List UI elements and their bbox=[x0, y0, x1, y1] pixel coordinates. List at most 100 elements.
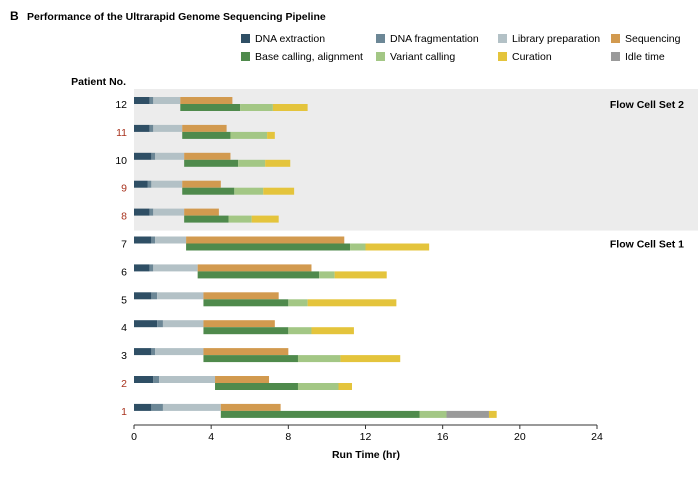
bar-p5-dna_extraction bbox=[134, 292, 152, 300]
bar-p10-sequencing bbox=[184, 152, 231, 160]
bar-p10-dna_extraction bbox=[134, 152, 152, 160]
bar-p4-base_calling bbox=[203, 327, 289, 335]
bar-p1-base_calling bbox=[220, 410, 420, 418]
patient-label-4: 4 bbox=[121, 322, 127, 334]
bar-p4-dna_extraction bbox=[134, 320, 158, 328]
bar-p11-dna_fragmentation bbox=[149, 124, 154, 132]
bar-p11-variant_calling bbox=[230, 131, 268, 139]
bar-p6-dna_fragmentation bbox=[149, 264, 154, 272]
bar-p5-base_calling bbox=[203, 299, 289, 307]
bar-p9-library_preparation bbox=[151, 180, 183, 188]
bar-p1-curation bbox=[488, 410, 497, 418]
bar-p7-dna_extraction bbox=[134, 236, 152, 244]
patient-label-12: 12 bbox=[115, 99, 127, 111]
legend-label-library_preparation: Library preparation bbox=[512, 33, 600, 45]
bar-p11-curation bbox=[267, 131, 275, 139]
legend-label-idle_time: Idle time bbox=[625, 51, 665, 63]
legend-label-dna_fragmentation: DNA fragmentation bbox=[390, 33, 479, 45]
x-tick-label: 16 bbox=[437, 431, 449, 443]
bar-p12-sequencing bbox=[180, 97, 233, 104]
bar-p5-dna_fragmentation bbox=[151, 292, 158, 300]
x-axis-label: Run Time (hr) bbox=[332, 449, 400, 461]
bar-p3-dna_extraction bbox=[134, 348, 152, 356]
x-tick-label: 8 bbox=[285, 431, 291, 443]
bar-p3-sequencing bbox=[203, 348, 289, 356]
bar-p8-base_calling bbox=[184, 215, 229, 223]
bar-p8-sequencing bbox=[184, 208, 219, 216]
bar-p3-library_preparation bbox=[155, 348, 204, 356]
bar-p6-dna_extraction bbox=[134, 264, 150, 272]
bar-p1-dna_extraction bbox=[134, 403, 152, 411]
patient-label-9: 9 bbox=[121, 183, 127, 195]
bar-p12-dna_fragmentation bbox=[149, 97, 154, 104]
bar-p12-variant_calling bbox=[240, 104, 273, 111]
legend-label-dna_extraction: DNA extraction bbox=[255, 33, 325, 45]
group-label-2: Flow Cell Set 1 bbox=[610, 239, 684, 251]
bar-p9-dna_fragmentation bbox=[147, 180, 152, 188]
bar-p1-library_preparation bbox=[162, 403, 221, 411]
bar-p11-library_preparation bbox=[153, 124, 183, 132]
patient-label-10: 10 bbox=[115, 155, 127, 167]
legend-swatch-dna_extraction bbox=[241, 34, 250, 43]
legend-label-base_calling: Base calling, alignment bbox=[255, 51, 363, 63]
bar-p7-base_calling bbox=[186, 243, 351, 251]
bar-p5-sequencing bbox=[203, 292, 279, 300]
bar-p5-library_preparation bbox=[157, 292, 204, 300]
bar-p6-base_calling bbox=[197, 271, 320, 279]
bar-p7-library_preparation bbox=[155, 236, 187, 244]
bar-p9-variant_calling bbox=[234, 187, 264, 195]
patient-label-1: 1 bbox=[121, 406, 127, 418]
x-tick-label: 12 bbox=[360, 431, 372, 443]
bar-p11-base_calling bbox=[182, 131, 231, 139]
legend-swatch-sequencing bbox=[611, 34, 620, 43]
patient-label-7: 7 bbox=[121, 239, 127, 251]
panel-letter: B bbox=[10, 9, 19, 23]
patient-label-2: 2 bbox=[121, 378, 127, 390]
bar-p12-library_preparation bbox=[153, 97, 181, 104]
bar-p8-curation bbox=[251, 215, 279, 223]
bar-p7-sequencing bbox=[186, 236, 345, 244]
bar-p8-library_preparation bbox=[153, 208, 185, 216]
patient-labels: 12 11 10 9 8 7 6 5 4 3 2 1 bbox=[115, 99, 127, 418]
bar-p10-library_preparation bbox=[155, 152, 185, 160]
bar-p2-dna_fragmentation bbox=[153, 376, 160, 383]
bar-p1-dna_fragmentation bbox=[151, 403, 163, 411]
patient-label-5: 5 bbox=[121, 294, 127, 306]
bar-p8-variant_calling bbox=[228, 215, 252, 223]
bar-p6-curation bbox=[334, 271, 387, 279]
x-axis: 0 4 8 12 16 20 24 bbox=[131, 424, 603, 443]
bar-p9-dna_extraction bbox=[134, 180, 148, 188]
patient-label-3: 3 bbox=[121, 350, 127, 362]
bar-p2-dna_extraction bbox=[134, 376, 154, 383]
bar-p10-base_calling bbox=[184, 159, 239, 167]
bar-p9-base_calling bbox=[182, 187, 235, 195]
bar-p12-base_calling bbox=[180, 104, 241, 111]
legend-swatch-curation bbox=[498, 52, 507, 61]
bars bbox=[134, 97, 497, 418]
bar-p4-library_preparation bbox=[162, 320, 204, 328]
bar-p12-curation bbox=[272, 104, 308, 111]
bar-p7-dna_fragmentation bbox=[151, 236, 156, 244]
bar-p2-variant_calling bbox=[297, 383, 339, 390]
bar-p4-sequencing bbox=[203, 320, 275, 328]
legend-label-sequencing: Sequencing bbox=[625, 33, 681, 45]
bar-p11-sequencing bbox=[182, 124, 227, 132]
bar-p2-base_calling bbox=[215, 383, 298, 390]
chart-title: Performance of the Ultrarapid Genome Seq… bbox=[27, 11, 326, 23]
bar-p1-variant_calling bbox=[419, 410, 447, 418]
y-axis-label: Patient No. bbox=[71, 76, 126, 88]
legend: DNA extraction DNA fragmentation Library p… bbox=[241, 33, 681, 63]
bar-p10-dna_fragmentation bbox=[151, 152, 156, 160]
legend-swatch-idle_time bbox=[611, 52, 620, 61]
bar-p2-library_preparation bbox=[159, 376, 216, 383]
legend-swatch-dna_fragmentation bbox=[376, 34, 385, 43]
bar-p5-curation bbox=[307, 299, 397, 307]
bar-p2-sequencing bbox=[215, 376, 270, 383]
bar-p3-base_calling bbox=[203, 355, 298, 363]
bar-p3-variant_calling bbox=[297, 355, 341, 363]
bar-p12-dna_extraction bbox=[134, 97, 150, 104]
x-tick-label: 4 bbox=[208, 431, 214, 443]
x-tick-label: 0 bbox=[131, 431, 137, 443]
legend-swatch-variant_calling bbox=[376, 52, 385, 61]
bar-p2-curation bbox=[338, 383, 352, 390]
